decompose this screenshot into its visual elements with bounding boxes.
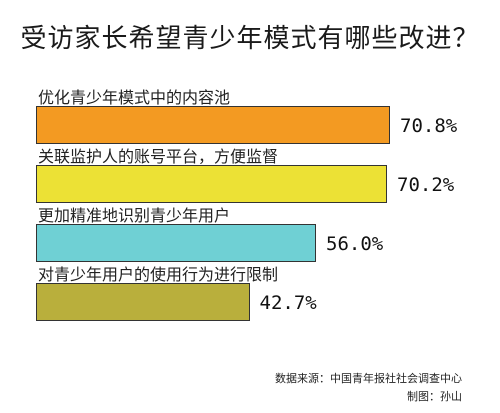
data-source: 数据来源：中国青年报社社会调查中心	[275, 372, 462, 385]
bar-category-label: 优化青少年模式中的内容池	[38, 88, 231, 107]
bar	[36, 165, 387, 203]
bar-value-label: 56.0%	[326, 233, 384, 255]
bar	[36, 283, 250, 321]
bar-value-label: 70.2%	[397, 174, 455, 196]
bar	[36, 224, 316, 262]
bar	[36, 106, 390, 144]
bar-value-label: 42.7%	[259, 292, 317, 314]
bar-category-label: 关联监护人的账号平台，方便监督	[38, 147, 279, 166]
bar-category-label: 对青少年用户的使用行为进行限制	[38, 265, 279, 284]
bar-value-label: 70.8%	[400, 115, 458, 137]
chart-title: 受访家长希望青少年模式有哪些改进？	[20, 24, 480, 54]
chart-author: 制图：孙山	[407, 390, 462, 403]
bar-category-label: 更加精准地识别青少年用户	[38, 206, 231, 225]
